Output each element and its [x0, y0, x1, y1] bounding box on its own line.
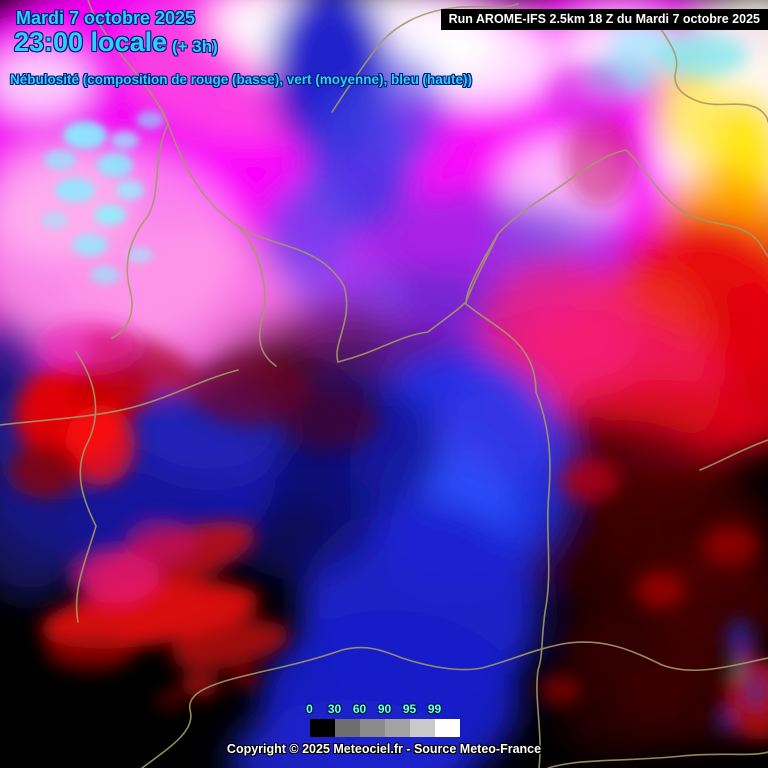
legend-color-box — [410, 719, 435, 737]
legend-tick: 60 — [352, 702, 367, 716]
legend-color-box — [435, 719, 460, 737]
date-label: Mardi 7 octobre 2025 — [16, 8, 196, 28]
legend-color-scale — [310, 719, 460, 737]
legend-tick: 95 — [402, 702, 417, 716]
local-time-label: 23:00 locale — [14, 27, 168, 57]
cyan-speckles — [42, 111, 164, 284]
copyright-notice: Copyright © 2025 Meteociel.fr - Source M… — [226, 742, 542, 756]
legend-color-box — [360, 719, 385, 737]
legend-tick: 99 — [427, 702, 442, 716]
legend-color-box — [385, 719, 410, 737]
legend-tick: 0 — [306, 702, 313, 716]
legend-tick: 30 — [327, 702, 342, 716]
model-run-banner: Run AROME-IFS 2.5km 18 Z du Mardi 7 octo… — [440, 9, 768, 30]
parameter-subtitle: Nébulosité (composition de rouge (basse)… — [10, 72, 473, 87]
legend-color-box — [310, 719, 335, 737]
legend-tick: 90 — [377, 702, 392, 716]
legend-tick-labels: 0 30 60 90 95 99 — [297, 702, 447, 716]
forecast-offset-label: (+ 3h) — [172, 37, 218, 56]
legend-color-box — [335, 719, 360, 737]
